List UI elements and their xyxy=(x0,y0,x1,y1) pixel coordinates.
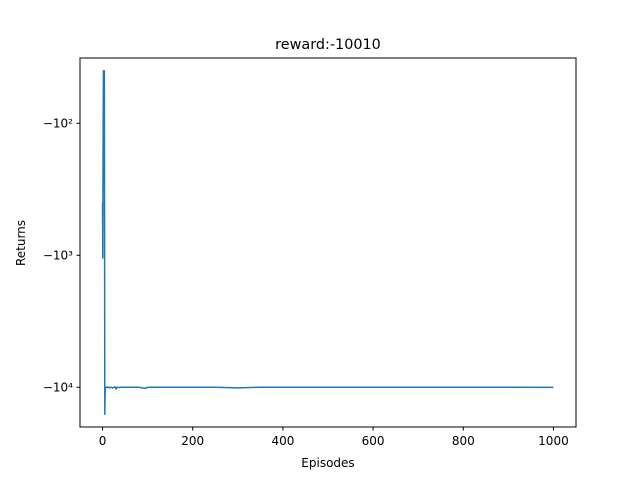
x-tick-label: 400 xyxy=(271,434,294,448)
y-tick-label: −10⁴ xyxy=(43,380,73,394)
axis-ticks: 0 200 400 600 800 1000 −10² −10³ −10⁴ xyxy=(43,116,569,448)
plot-area xyxy=(101,70,554,415)
x-tick-label: 600 xyxy=(362,434,385,448)
y-axis-label: Returns xyxy=(14,220,28,266)
y-tick-label: −10³ xyxy=(43,248,73,262)
x-axis-label: Episodes xyxy=(301,456,354,470)
y-tick-label: −10² xyxy=(43,116,73,130)
series-line-0 xyxy=(101,70,554,415)
x-tick-label: 800 xyxy=(452,434,475,448)
axes-frame xyxy=(79,57,577,428)
x-tick-label: 1000 xyxy=(538,434,569,448)
x-tick-label: 200 xyxy=(181,434,204,448)
x-tick-label: 0 xyxy=(99,434,107,448)
chart-title: reward:-10010 xyxy=(275,37,381,53)
